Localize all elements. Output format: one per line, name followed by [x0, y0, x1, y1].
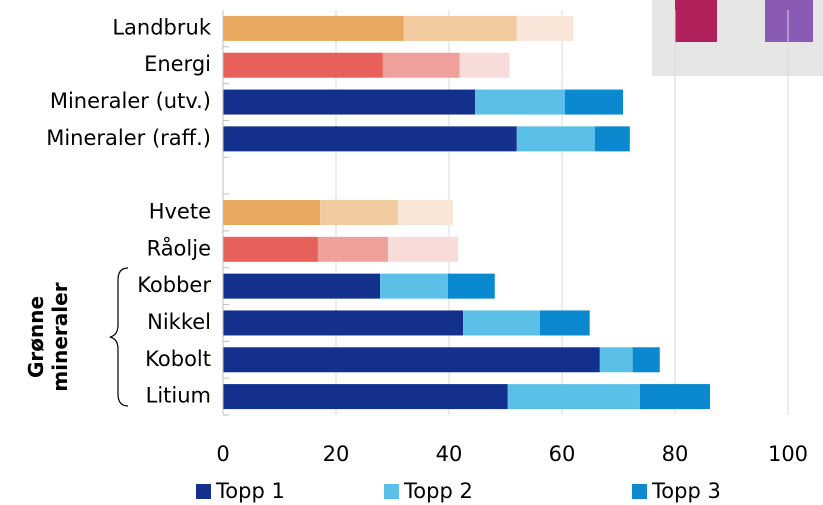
bar-segment	[632, 347, 660, 373]
bar-segment	[320, 200, 399, 225]
y-tick-label: Energi	[144, 52, 211, 76]
legend-swatch	[196, 484, 211, 499]
y-tick-label: Nikkel	[147, 310, 211, 334]
x-tick-label: 20	[323, 442, 350, 466]
x-tick-label: 40	[436, 442, 463, 466]
y-tick-label: Råolje	[147, 235, 211, 260]
group-label: Grønnemineraler	[24, 282, 72, 391]
y-tick-label: Mineraler (raff.)	[46, 126, 211, 150]
bar-segment	[223, 15, 404, 41]
bar-segment	[223, 236, 318, 262]
bar-segment	[387, 236, 459, 262]
group-bracket	[109, 267, 129, 407]
legend-label: Topp 2	[403, 479, 473, 503]
legend-label: Topp 1	[215, 479, 285, 503]
bar-segment	[459, 52, 510, 78]
bar-segment	[380, 273, 448, 299]
bar-segment	[516, 15, 574, 41]
legend-swatch	[384, 484, 399, 499]
bar-segment	[564, 89, 624, 115]
bar-segment	[539, 310, 590, 336]
y-tick-label: Hvete	[149, 200, 211, 224]
inset-image-part	[675, 0, 717, 42]
y-tick-label: Landbruk	[112, 15, 211, 39]
bar-segment	[516, 126, 595, 152]
bar-segment	[223, 273, 381, 299]
bar-segment	[639, 384, 711, 410]
legend-swatch	[632, 484, 647, 499]
x-tick-label: 60	[549, 442, 576, 466]
bar-segment	[382, 52, 460, 78]
bar-segment	[447, 273, 495, 299]
bar-segment	[223, 310, 464, 336]
y-tick-label: Kobolt	[145, 347, 211, 371]
bar-segment	[223, 126, 517, 152]
bar-segment	[223, 347, 600, 373]
bar-segment	[403, 15, 517, 41]
inset-image-part	[765, 0, 813, 42]
y-tick-label: Mineraler (utv.)	[50, 89, 211, 113]
bar-segment	[223, 89, 475, 115]
bar-segment	[599, 347, 633, 373]
bar-segment	[463, 310, 540, 336]
x-tick-label: 0	[216, 442, 229, 466]
bar-segment	[474, 89, 565, 115]
bar-segment	[317, 236, 388, 262]
bar-segment	[223, 200, 321, 225]
x-tick-label: 80	[662, 442, 689, 466]
x-tick-label: 100	[768, 442, 808, 466]
y-tick-label: Kobber	[137, 273, 211, 297]
legend-label: Topp 3	[651, 479, 721, 503]
y-tick-label: Litium	[146, 384, 211, 408]
bar-segment	[223, 384, 508, 410]
bar-segment	[398, 200, 453, 225]
bar-segment	[594, 126, 630, 152]
bar-segment	[223, 52, 383, 78]
bar-segment	[507, 384, 640, 410]
